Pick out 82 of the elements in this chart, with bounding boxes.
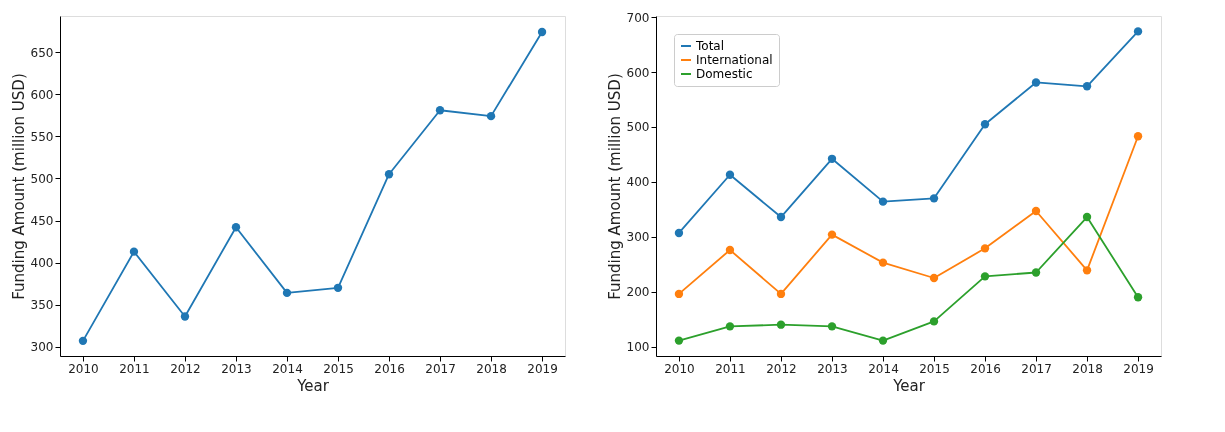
point [878,197,888,206]
point [725,245,735,255]
x-axis-title: Year [296,376,330,395]
point [78,336,88,346]
x-tick-label: 2011 [119,361,150,376]
point [980,244,990,253]
point [827,230,837,239]
y-tick-label: 400 [30,256,54,271]
point [537,27,547,37]
x-tick-label: 2010 [664,361,695,376]
x-tick-label: 2011 [715,361,746,376]
y-tick-label: 100 [626,340,650,355]
x-tick-label: 2015 [323,361,354,376]
point [435,106,445,115]
y-axis-title: Funding Amount (million USD) [9,73,28,300]
point [282,288,292,298]
point [129,247,139,256]
x-tick-label: 2016 [970,361,1001,376]
point [1082,82,1092,91]
y-tick-label: 700 [626,10,650,25]
point [180,312,190,321]
point [929,273,939,283]
y-tick-label: 600 [30,87,54,102]
point [1082,266,1092,275]
point [725,322,735,331]
y-axis-title: Funding Amount (million USD) [605,73,624,300]
x-tick-label: 2013 [817,361,848,376]
x-tick-label: 2018 [1072,361,1103,376]
legend-label: International [696,53,773,67]
y-tick-label: 300 [626,230,650,245]
point [980,120,990,129]
y-tick-label: 500 [30,171,54,186]
point [1133,293,1143,302]
x-tick-label: 2014 [868,361,899,376]
point [674,336,684,345]
x-axis-title: Year [892,376,926,395]
y-tick-label: 550 [30,129,54,144]
point [776,212,786,222]
x-tick-label: 2013 [221,361,252,376]
point [674,228,684,238]
y-tick-label: 300 [30,340,54,355]
point [725,170,735,179]
x-tick-label: 2019 [527,361,558,376]
point [1031,78,1041,87]
x-tick-label: 2012 [170,361,201,376]
legend-label: Domestic [696,67,753,81]
point [827,154,837,163]
y-tick-label: 350 [30,298,54,313]
point [1082,212,1092,222]
point [486,111,496,121]
point [776,320,786,329]
legend-label: Total [695,39,725,53]
point [1133,27,1143,36]
x-tick-label: 2017 [425,361,456,376]
y-tick-label: 600 [626,65,650,80]
x-tick-label: 2012 [766,361,797,376]
y-tick-label: 500 [626,120,650,135]
point [384,170,394,179]
x-tick-label: 2018 [476,361,507,376]
point [1031,206,1041,216]
point [980,272,990,281]
point [878,336,888,345]
x-tick-label: 2017 [1021,361,1052,376]
x-tick-label: 2015 [919,361,950,376]
point [827,322,837,331]
y-tick-label: 450 [30,214,54,228]
point [878,258,888,267]
point [929,317,939,326]
point [1031,268,1041,277]
point [231,223,241,232]
point [333,283,343,293]
x-tick-label: 2019 [1123,361,1154,376]
y-tick-label: 400 [626,175,650,190]
y-tick-label: 200 [626,285,650,300]
point [929,194,939,203]
x-tick-label: 2014 [272,361,303,376]
point [674,289,684,299]
point [1133,132,1143,141]
y-tick-label: 650 [30,45,54,60]
point [776,289,786,299]
x-tick-label: 2016 [374,361,405,376]
x-tick-label: 2010 [68,361,99,376]
